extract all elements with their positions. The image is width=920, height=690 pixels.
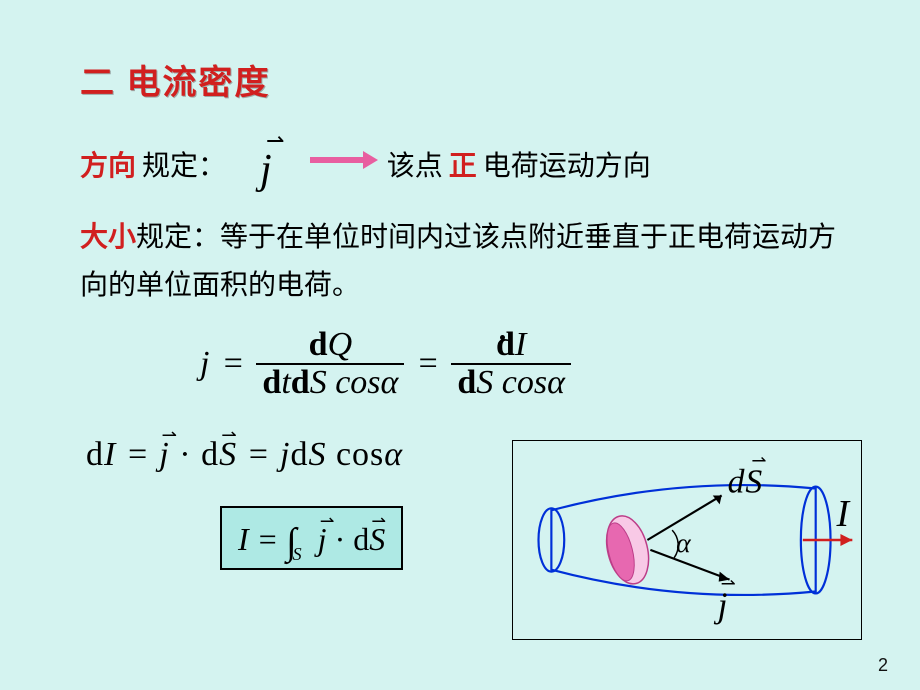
svg-text:⇀: ⇀ [721, 574, 736, 594]
pink-arrow-icon [310, 157, 365, 163]
current-density-diagram: d S ⇀ α I j ⇀ [512, 440, 862, 640]
formula-lhs: j [200, 345, 209, 383]
magnitude-label: 大小 [80, 222, 136, 253]
direction-desc-1: 该点 [387, 144, 443, 184]
fraction-1: dQ dtdS cosα [256, 327, 404, 400]
direction-desc-2: 电荷运动方向 [483, 144, 651, 184]
svg-text:d: d [728, 463, 745, 500]
direction-desc-red: 正 [449, 144, 477, 184]
magnitude-text: 规定：等于在单位时间内过该点附近垂直于正电荷运动方向的单位面积的电荷。 [80, 222, 836, 301]
direction-rule-line: 方向规定： ⇀j 该点正电荷运动方向 [80, 139, 845, 189]
formula-eq2: = [416, 345, 439, 383]
svg-text:α: α [676, 527, 692, 558]
magnitude-rule-line: 大小规定：等于在单位时间内过该点附近垂直于正电荷运动方向的单位面积的电荷。 [80, 214, 845, 309]
fraction-2: dI dS cosα [451, 327, 571, 400]
svg-text:⇀: ⇀ [751, 451, 766, 471]
direction-label: 方向 [80, 144, 136, 184]
svg-text:I: I [835, 493, 850, 535]
section-heading: 二 电流密度 [80, 55, 845, 104]
formula-j-definition: j = dQ dtdS cosα = dI dS cosα [200, 327, 845, 400]
direction-colon: 规定： [142, 144, 226, 184]
formula-eq1: = [221, 345, 244, 383]
page-number: 2 [878, 655, 888, 676]
formula-integral-box: I = ∫S ⇀j · d⇀S [220, 506, 403, 570]
j-vector-symbol: ⇀j [260, 146, 272, 194]
